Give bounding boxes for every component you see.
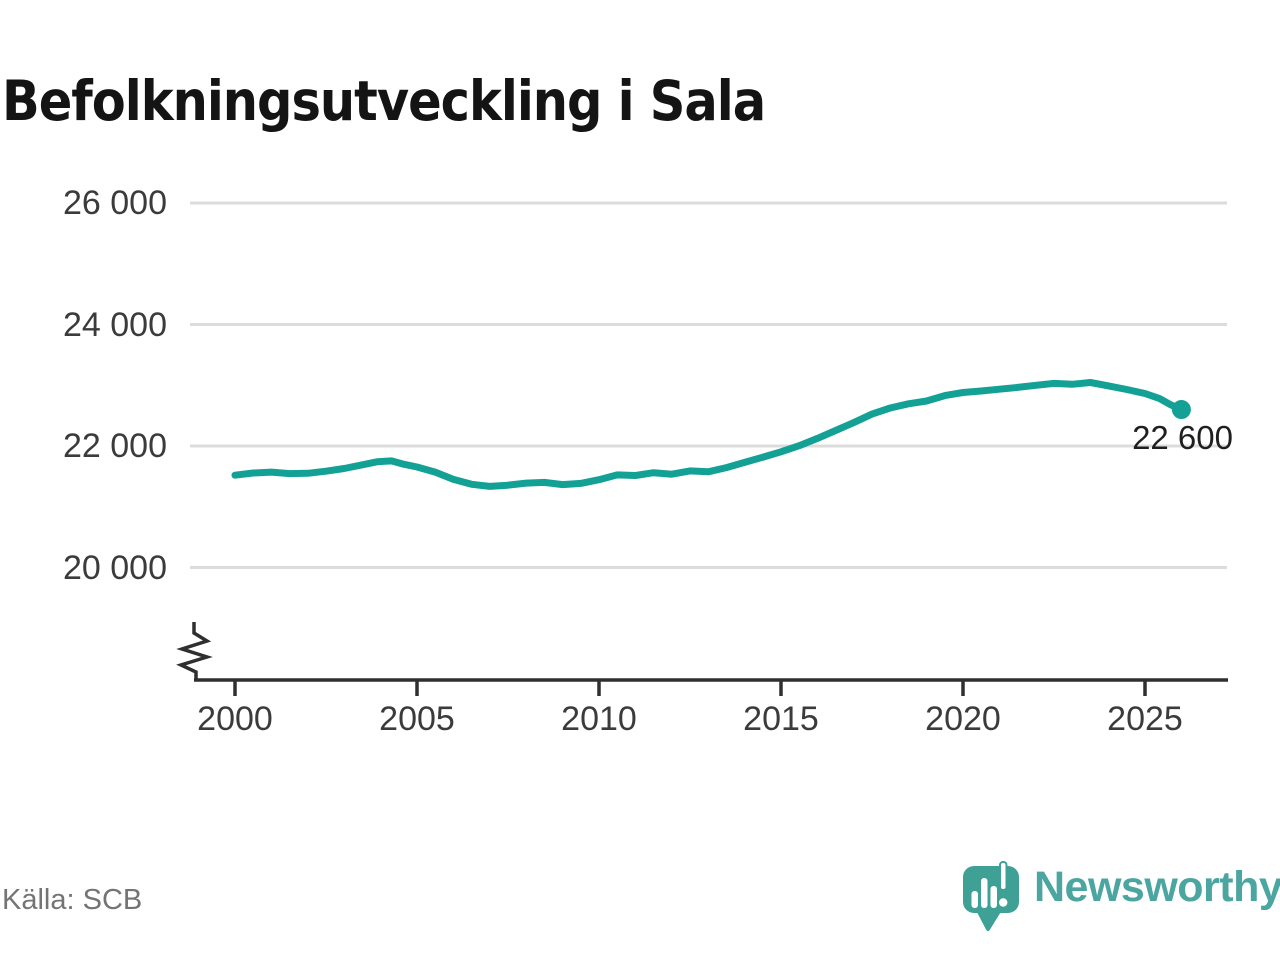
- source-note: Källa: SCB: [2, 884, 143, 916]
- x-tick-label: 2010: [561, 700, 637, 738]
- x-tick-label: 2005: [379, 700, 455, 738]
- last-point-dot: [1171, 400, 1191, 420]
- newsworthy-logo-icon: [963, 861, 1019, 931]
- brand-name: Newsworthy: [1034, 863, 1280, 911]
- population-line: [231, 379, 1185, 490]
- y-tick-label: 24 000: [63, 305, 167, 344]
- page-title: Befolkningsutveckling i Sala: [2, 68, 766, 133]
- x-tick-label: 2020: [925, 700, 1001, 738]
- x-tick-label: 2025: [1107, 700, 1183, 738]
- last-value-label: 22 600: [1132, 419, 1233, 456]
- axis-break-icon: [176, 622, 213, 680]
- x-tick-label: 2000: [197, 700, 273, 738]
- x-tick-label: 2015: [743, 700, 819, 738]
- y-tick-label: 20 000: [63, 548, 167, 587]
- y-tick-label: 22 000: [63, 427, 167, 465]
- y-tick-label: 26 000: [63, 184, 167, 222]
